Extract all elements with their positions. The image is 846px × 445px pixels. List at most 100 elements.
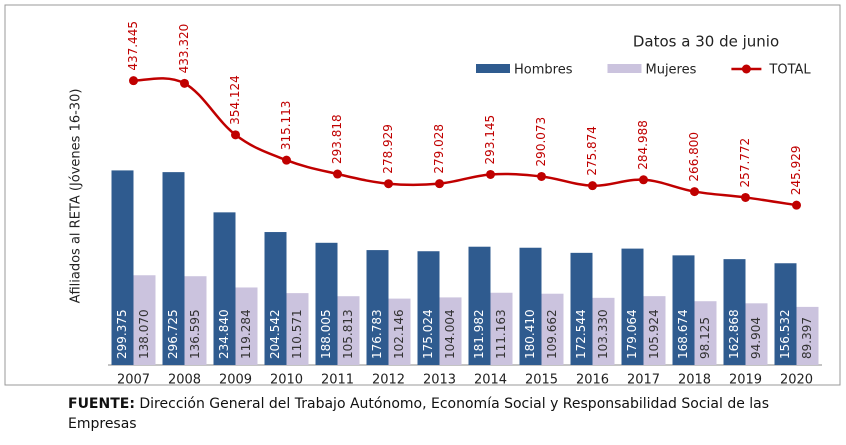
x-tick-label: 2015 xyxy=(525,373,558,388)
bar xyxy=(723,259,746,365)
bar xyxy=(388,298,411,365)
bar xyxy=(796,306,819,365)
bar xyxy=(337,296,360,365)
x-tick-label: 2014 xyxy=(474,373,507,388)
line-marker xyxy=(588,181,597,191)
bar xyxy=(519,247,542,365)
data-label: 278.929 xyxy=(381,124,395,174)
data-label: 296.725 xyxy=(166,309,180,359)
line-marker xyxy=(690,187,699,197)
data-label: 257.772 xyxy=(738,138,752,188)
data-label: 119.284 xyxy=(239,309,253,359)
data-label: 437.445 xyxy=(126,21,140,71)
x-tick-label: 2016 xyxy=(576,373,609,388)
data-label: 175.024 xyxy=(421,309,435,359)
legend-label: Mujeres xyxy=(645,63,696,78)
bar xyxy=(694,301,717,365)
x-tick-label: 2011 xyxy=(321,373,354,388)
data-label: 111.163 xyxy=(494,309,508,359)
data-label: 204.542 xyxy=(268,309,282,359)
data-label: 180.410 xyxy=(523,309,537,359)
data-label: 354.124 xyxy=(228,75,242,125)
line-marker xyxy=(180,78,189,88)
data-label: 102.146 xyxy=(392,309,406,359)
data-label: 433.320 xyxy=(177,24,191,74)
data-label: 89.397 xyxy=(800,317,814,359)
line-marker xyxy=(639,175,648,185)
legend-swatch xyxy=(607,64,642,73)
bar xyxy=(315,242,338,365)
legend-swatch xyxy=(476,64,510,73)
bar xyxy=(213,212,236,365)
data-label: 299.375 xyxy=(115,309,129,359)
data-label: 94.904 xyxy=(749,317,763,359)
x-tick-label: 2012 xyxy=(372,373,405,388)
data-label: 284.988 xyxy=(636,120,650,170)
bar xyxy=(541,293,564,365)
line-marker xyxy=(486,169,495,179)
x-tick-label: 2013 xyxy=(423,373,456,388)
data-label: 136.595 xyxy=(188,309,202,359)
data-label: 293.818 xyxy=(330,114,344,164)
data-label: 279.028 xyxy=(432,124,446,174)
line-marker xyxy=(282,155,291,165)
x-tick-label: 2019 xyxy=(729,373,762,388)
line-marker xyxy=(333,169,342,179)
bar xyxy=(592,297,615,365)
data-label: 156.532 xyxy=(778,309,792,359)
source-text: Dirección General del Trabajo Autónomo, … xyxy=(68,396,770,432)
source: FUENTE: Dirección General del Trabajo Au… xyxy=(68,394,828,434)
bar xyxy=(643,296,666,365)
line-marker xyxy=(792,200,801,210)
data-label: 105.813 xyxy=(341,309,355,359)
data-label: 266.800 xyxy=(687,132,701,182)
bar xyxy=(490,292,513,365)
data-label: 245.929 xyxy=(789,146,803,196)
legend-label: TOTAL xyxy=(768,63,811,78)
x-tick-label: 2018 xyxy=(678,373,711,388)
data-label: 179.064 xyxy=(625,309,639,359)
data-label: 162.868 xyxy=(727,309,741,359)
data-label: 104.004 xyxy=(443,309,457,359)
bar xyxy=(184,276,207,365)
data-label: 109.662 xyxy=(545,309,559,359)
line-marker xyxy=(435,179,444,189)
data-label: 234.840 xyxy=(217,309,231,359)
data-label: 315.113 xyxy=(279,101,293,151)
legend-label: Hombres xyxy=(514,63,573,78)
data-label: 172.544 xyxy=(574,309,588,359)
bar xyxy=(570,252,593,365)
frame xyxy=(4,4,841,386)
data-label: 176.783 xyxy=(370,309,384,359)
bar xyxy=(133,275,156,365)
data-label: 293.145 xyxy=(483,115,497,165)
line-marker xyxy=(384,179,393,189)
subtitle: Datos a 30 de junio xyxy=(633,33,779,51)
bar xyxy=(162,172,185,365)
bar xyxy=(439,297,462,365)
data-label: 275.874 xyxy=(585,126,599,176)
data-label: 110.571 xyxy=(290,309,304,359)
line-marker xyxy=(741,192,750,202)
source-label: FUENTE: xyxy=(68,396,135,412)
data-label: 138.070 xyxy=(137,309,151,359)
data-label: 188.005 xyxy=(319,309,333,359)
bar xyxy=(366,250,389,365)
data-label: 98.125 xyxy=(698,317,712,359)
line-marker xyxy=(537,171,546,181)
bar xyxy=(468,246,491,365)
data-label: 181.982 xyxy=(472,309,486,359)
line-marker xyxy=(129,76,138,86)
bar xyxy=(235,287,258,365)
x-tick-label: 2007 xyxy=(117,373,150,388)
data-label: 168.674 xyxy=(676,309,690,359)
x-tick-label: 2017 xyxy=(627,373,660,388)
bar xyxy=(774,263,797,365)
chart: Datos a 30 de junio Afiliados al RETA (J… xyxy=(4,4,841,388)
bar xyxy=(745,303,768,365)
data-label: 103.330 xyxy=(596,309,610,359)
bar xyxy=(111,170,134,365)
x-tick-label: 2020 xyxy=(780,373,813,388)
x-tick-label: 2008 xyxy=(168,373,201,388)
